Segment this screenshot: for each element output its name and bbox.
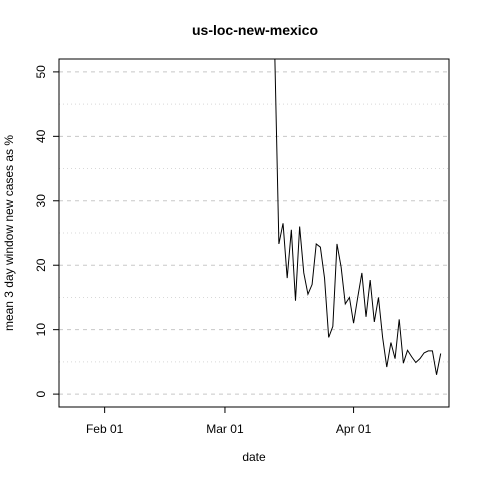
y-tick-label: 50: [34, 65, 48, 79]
x-tick-label: Feb 01: [86, 422, 124, 436]
y-tick-label: 20: [34, 258, 48, 272]
y-tick-label: 30: [34, 194, 48, 208]
y-tick-label: 10: [34, 323, 48, 337]
y-axis: 0 10 20 30 40 50: [34, 65, 59, 398]
y-axis-label: mean 3 day window new cases as %: [2, 135, 16, 331]
y-tick-label: 0: [34, 390, 48, 397]
series-layer: [275, 53, 441, 375]
y-tick-label: 40: [34, 129, 48, 143]
series-line: [275, 53, 441, 375]
x-axis: Feb 01 Mar 01 Apr 01: [86, 407, 372, 436]
plot-frame: [59, 59, 449, 407]
x-tick-label: Mar 01: [206, 422, 244, 436]
chart-title: us-loc-new-mexico: [192, 22, 318, 38]
x-axis-label: date: [242, 450, 266, 464]
x-tick-label: Apr 01: [336, 422, 372, 436]
